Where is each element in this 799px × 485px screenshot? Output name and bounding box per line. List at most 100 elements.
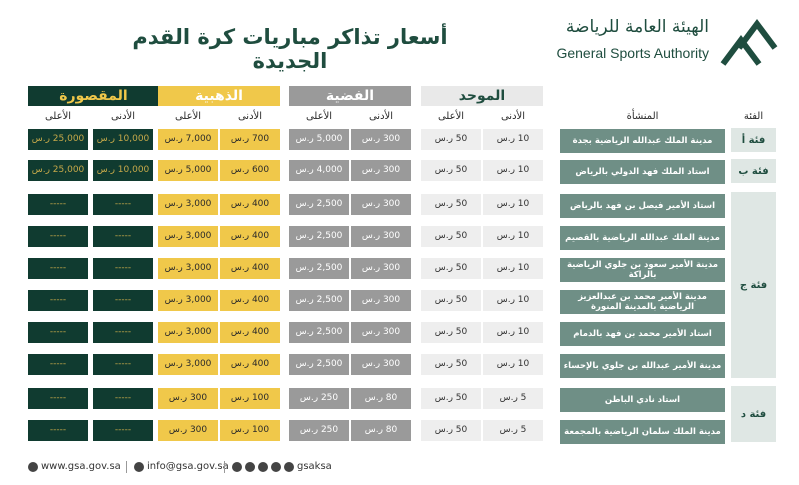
unified-min-cell: 5 ر.س — [483, 388, 543, 409]
gold-max-cell: 3,000 ر.س — [158, 354, 218, 375]
silver-max-cell: 250 ر.س — [289, 388, 349, 409]
silver-min-cell: 300 ر.س — [351, 354, 411, 375]
venue-cell: استاد الملك فهد الدولي بالرياض — [560, 160, 725, 184]
silver-min-cell: 80 ر.س — [351, 388, 411, 409]
venue-cell: مدينة الملك عبدالله الرياضية بجدة — [560, 129, 725, 153]
boxes-header: المقصورة — [59, 88, 128, 104]
gold-min-cell: 400 ر.س — [220, 258, 280, 279]
globe-icon — [28, 462, 38, 472]
gold-max-cell: 3,000 ر.س — [158, 258, 218, 279]
boxes-min-cell: ----- — [93, 258, 153, 279]
youtube-icon — [271, 462, 281, 472]
silver-min-cell: 300 ر.س — [351, 194, 411, 215]
boxes-max-cell: ----- — [28, 226, 88, 247]
boxes-max-cell: 25,000 ر.س — [28, 129, 88, 150]
unified-min-cell: 10 ر.س — [483, 160, 543, 181]
gold-min-label: الأدنى — [237, 111, 263, 122]
boxes-min-cell: ----- — [93, 290, 153, 311]
silver-header-bg — [289, 86, 411, 106]
gold-min-cell: 700 ر.س — [220, 129, 280, 150]
org-name-ar: الهيئة العامة للرياضة — [565, 17, 709, 37]
gold-max-cell: 3,000 ر.س — [158, 226, 218, 247]
gsa-logo-icon — [720, 19, 778, 66]
footer-divider — [126, 461, 127, 473]
silver-max-cell: 250 ر.س — [289, 420, 349, 441]
unified-min-cell: 10 ر.س — [483, 354, 543, 375]
category-label: الفئة — [743, 111, 764, 122]
unified-min-cell: 10 ر.س — [483, 226, 543, 247]
gold-header-bg — [158, 86, 280, 106]
boxes-min-cell: ----- — [93, 420, 153, 441]
boxes-max-cell: ----- — [28, 388, 88, 409]
gold-max-cell: 300 ر.س — [158, 420, 218, 441]
silver-min-cell: 300 ر.س — [351, 160, 411, 181]
boxes-min-cell: ----- — [93, 322, 153, 343]
gold-min-cell: 400 ر.س — [220, 194, 280, 215]
unified-header: الموحد — [458, 88, 506, 104]
boxes-min-cell: ----- — [93, 388, 153, 409]
unified-min-cell: 10 ر.س — [483, 194, 543, 215]
venue-cell: مدينة الأمير عبدالله بن جلوي بالإحساء — [560, 354, 725, 378]
category-a: فئة أ — [731, 128, 776, 152]
email-text: info@gsa.gov.sa — [147, 461, 229, 472]
page-title: أسعار تذاكر مباريات كرة القدم الجديدة — [132, 25, 448, 73]
unified-max-cell: 50 ر.س — [421, 290, 481, 311]
silver-min-cell: 300 ر.س — [351, 322, 411, 343]
boxes-min-cell: ----- — [93, 226, 153, 247]
gold-min-cell: 400 ر.س — [220, 226, 280, 247]
website-text: www.gsa.gov.sa — [41, 461, 121, 472]
silver-max-cell: 5,000 ر.س — [289, 129, 349, 150]
instagram-icon — [284, 462, 294, 472]
footer-email[interactable]: info@gsa.gov.sa — [134, 459, 229, 475]
boxes-max-cell: ----- — [28, 322, 88, 343]
unified-max-cell: 50 ر.س — [421, 194, 481, 215]
unified-min-cell: 10 ر.س — [483, 129, 543, 150]
boxes-max-cell: ----- — [28, 194, 88, 215]
unified-min-cell: 10 ر.س — [483, 290, 543, 311]
unified-max-cell: 50 ر.س — [421, 160, 481, 181]
gold-max-cell: 300 ر.س — [158, 388, 218, 409]
silver-min-cell: 300 ر.س — [351, 290, 411, 311]
footer-social[interactable]: gsaksa — [232, 459, 332, 475]
social-handle: gsaksa — [297, 461, 332, 472]
category-d: فئة د — [731, 386, 776, 442]
unified-max-cell: 50 ر.س — [421, 258, 481, 279]
boxes-max-cell: ----- — [28, 258, 88, 279]
org-name-en: General Sports Authority — [556, 45, 709, 61]
venue-cell: مدينة الملك عبدالله الرياضية بالقصيم — [560, 226, 725, 250]
category-b: فئة ب — [731, 159, 776, 183]
unified-min-label: الأدنى — [500, 111, 526, 122]
unified-min-cell: 5 ر.س — [483, 420, 543, 441]
silver-max-cell: 2,500 ر.س — [289, 226, 349, 247]
unified-max-cell: 50 ر.س — [421, 420, 481, 441]
venue-cell: استاد الأمير فيصل بن فهد بالرياض — [560, 194, 725, 218]
silver-min-cell: 300 ر.س — [351, 129, 411, 150]
footer-divider — [224, 461, 225, 473]
gold-min-cell: 400 ر.س — [220, 354, 280, 375]
boxes-header-bg — [28, 86, 159, 106]
gold-min-cell: 100 ر.س — [220, 420, 280, 441]
boxes-min-cell: 10,000 ر.س — [93, 129, 153, 150]
venue-cell: استاد الأمير محمد بن فهد بالدمام — [560, 322, 725, 346]
gold-max-cell: 7,000 ر.س — [158, 129, 218, 150]
unified-header-bg — [421, 86, 543, 106]
footer-website[interactable]: www.gsa.gov.sa — [28, 459, 121, 475]
boxes-max-label: الأعلى — [44, 111, 72, 122]
unified-max-label: الأعلى — [437, 111, 465, 122]
boxes-max-cell: ----- — [28, 290, 88, 311]
silver-max-cell: 2,500 ر.س — [289, 354, 349, 375]
gold-header: الذهبية — [195, 88, 243, 104]
silver-max-label: الأعلى — [305, 111, 333, 122]
gold-max-cell: 3,000 ر.س — [158, 322, 218, 343]
venue-label: المنشأة — [626, 111, 659, 122]
gold-min-cell: 600 ر.س — [220, 160, 280, 181]
boxes-min-cell: ----- — [93, 194, 153, 215]
silver-header: الفضية — [325, 88, 375, 104]
boxes-min-cell: ----- — [93, 354, 153, 375]
facebook-icon — [258, 462, 268, 472]
unified-max-cell: 50 ر.س — [421, 354, 481, 375]
category-c: فئة ج — [731, 192, 776, 378]
venue-cell: مدينة الأمير محمد بن عبدالعزيز الرياضية … — [560, 290, 725, 314]
venue-cell: مدينة الملك سلمان الرياضية بالمجمعة — [560, 420, 725, 444]
unified-max-cell: 50 ر.س — [421, 388, 481, 409]
